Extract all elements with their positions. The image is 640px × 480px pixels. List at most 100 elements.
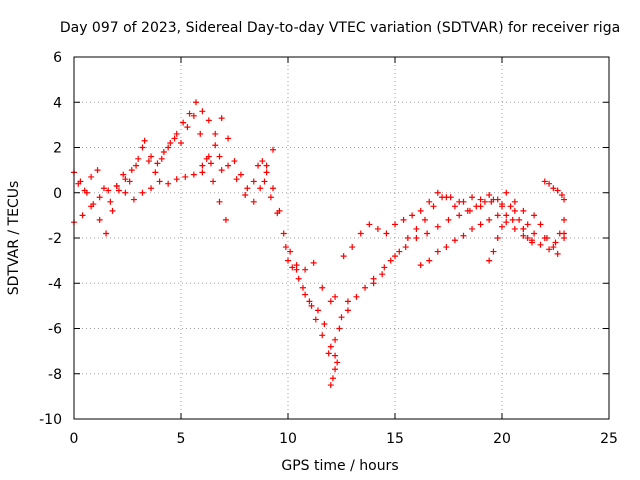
data-point [434,189,441,196]
data-point [520,225,527,232]
data-point [282,244,289,251]
data-point [199,108,206,115]
data-point [154,160,161,167]
data-point [443,244,450,251]
data-point [306,298,313,305]
data-point [171,135,178,142]
y-tick-label: -10 [39,412,62,428]
data-point [321,320,328,327]
data-point [289,264,296,271]
series-track-o [524,212,568,251]
data-point [426,198,433,205]
data-point [336,325,343,332]
data-point [460,232,467,239]
data-point [115,187,122,194]
data-point [233,176,240,183]
data-point [122,176,129,183]
data-point [310,259,317,266]
series-track-d [199,115,277,205]
data-point [160,149,167,156]
data-point [173,130,180,137]
data-point [332,366,339,373]
data-point [546,246,553,253]
data-point [494,196,501,203]
series-track-c [75,112,229,223]
series-track-m [486,203,535,264]
data-point [456,212,463,219]
data-point [509,216,516,223]
data-point [490,248,497,255]
data-point [182,173,189,180]
data-point [477,196,484,203]
y-tick-label: -2 [48,231,62,247]
data-point [543,235,550,241]
data-point [366,221,373,228]
data-point [413,235,420,241]
data-point [178,139,184,146]
data-point [210,178,217,185]
data-point [334,359,341,366]
data-point [327,298,334,305]
data-point [338,314,345,321]
data-point [218,167,225,174]
data-point [295,275,302,282]
data-point [511,198,518,205]
x-tick-label: 20 [493,431,511,447]
data-point [520,232,527,239]
data-point [417,207,424,214]
data-point [503,219,510,226]
data-point [344,307,351,314]
data-point [103,230,110,237]
x-tick-label: 15 [386,431,404,447]
data-point [263,162,270,169]
data-point [516,216,523,223]
data-point [139,144,146,151]
data-point [503,189,510,196]
axis-ticks: 0 5 10 15 20 25 -10 -8 -6 -4 -2 0 2 4 6 [39,50,618,447]
data-point [524,221,531,228]
series-track-g [285,257,339,305]
data-point [494,235,501,241]
series-track-f [263,169,339,359]
data-point [421,216,428,223]
data-point [531,230,538,237]
data-point [344,298,351,305]
data-point [197,130,204,137]
data-point [561,216,568,223]
data-point [325,350,332,357]
data-point [511,225,518,232]
data-point [122,189,129,196]
data-point [250,178,257,185]
data-point [312,316,319,323]
data-point [180,119,187,126]
data-point [148,153,155,160]
data-point [327,343,334,350]
data-point [96,216,103,223]
data-marks [71,99,568,389]
data-point [261,178,268,185]
data-point [488,198,495,205]
data-point [276,207,283,214]
data-point [443,194,450,201]
data-point [451,237,458,244]
data-point [205,153,212,160]
data-point [392,221,398,228]
data-point [120,171,127,178]
data-point [546,180,553,187]
data-point [231,158,238,165]
data-point [550,244,557,251]
grid [74,57,609,419]
data-point [81,187,88,194]
data-point [257,185,264,192]
data-point [552,239,559,246]
data-point [199,162,206,169]
x-tick-label: 0 [70,431,79,447]
y-tick-label: 6 [53,50,62,66]
data-point [255,162,262,169]
data-point [445,216,452,223]
data-point [426,257,433,264]
y-tick-label: 2 [53,141,62,157]
data-point [327,382,334,389]
data-point [88,203,95,210]
data-point [537,221,544,228]
